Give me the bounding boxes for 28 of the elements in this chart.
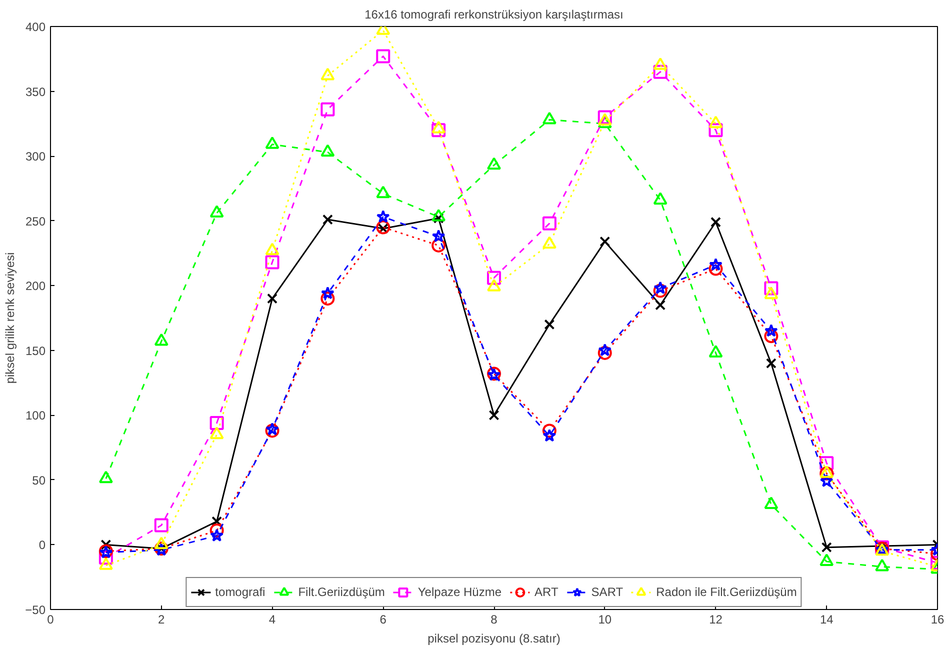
x-tick-label: 10 — [598, 612, 612, 626]
chart-title: 16x16 tomografi rerkonstrüksiyon karşılaştırması — [364, 8, 624, 22]
y-axis-title: piksel grilik renk seviyesi — [3, 252, 18, 384]
x-tick-label: 8 — [490, 612, 498, 626]
legend-label: tomografi — [215, 585, 266, 599]
legend-label: ART — [534, 585, 558, 599]
y-tick-label: 400 — [25, 20, 46, 34]
x-tick-label: 14 — [820, 612, 834, 626]
y-tick-label: 200 — [25, 279, 46, 294]
y-tick-label: 300 — [25, 150, 46, 164]
x-tick-label: 2 — [158, 612, 166, 626]
legend-label: Yelpaze Hüzme — [418, 585, 502, 599]
legend-label: Filt.Geriizdüşüm — [298, 585, 385, 599]
x-axis-title: piksel pozisyonu (8.satır) — [428, 632, 560, 646]
y-tick-label: 250 — [25, 214, 46, 228]
x-tick-label: 4 — [268, 612, 276, 626]
x-tick-label: 0 — [47, 612, 54, 626]
x-tick-label: 6 — [380, 612, 387, 626]
legend-label: Radon ile Filt.Geriizdüşüm — [656, 585, 797, 599]
y-tick-label: 0 — [38, 538, 46, 552]
y-tick-label: −50 — [25, 603, 46, 617]
x-tick-label: 16 — [930, 612, 944, 626]
x-tick-label: 12 — [709, 612, 723, 626]
legend-label: SART — [591, 585, 624, 599]
y-tick-label: 100 — [25, 408, 46, 423]
y-tick-label: 50 — [32, 473, 46, 488]
y-tick-label: 150 — [25, 344, 46, 358]
y-tick-label: 350 — [25, 84, 46, 99]
